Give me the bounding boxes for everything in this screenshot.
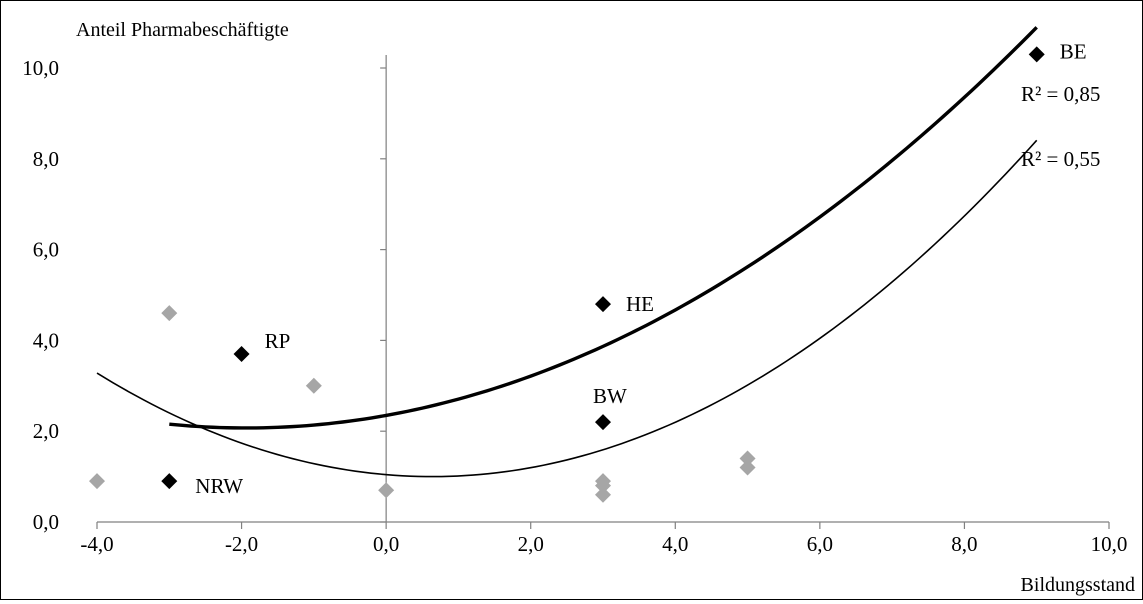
x-tick-label: 2,0 <box>518 532 544 556</box>
point-label-rp: RP <box>265 329 291 353</box>
axes: -4,0 -2,0 0,0 2,0 4,0 6,0 8,0 10,0 0,0 2,0 4,0 6,0 8… <box>22 55 1127 556</box>
data-point-rp <box>233 346 250 363</box>
data-point <box>305 377 322 394</box>
data-point-bw <box>595 414 611 431</box>
x-tick-label: 8,0 <box>951 532 977 556</box>
data-point <box>595 477 611 494</box>
trendline-label-r2-085: R² = 0,85 <box>1021 82 1100 106</box>
point-label-nrw: NRW <box>195 474 243 498</box>
data-point <box>739 459 756 476</box>
data-point <box>378 482 395 499</box>
x-tick-label: -4,0 <box>80 532 113 556</box>
trendlines <box>96 26 1038 478</box>
y-tick-label: 6,0 <box>33 238 59 262</box>
data-point <box>161 305 178 322</box>
y-tick-label: 10,0 <box>22 56 59 80</box>
y-axis-title: Anteil Pharmabeschäftigte <box>76 19 289 41</box>
y-tick-label: 2,0 <box>33 419 59 443</box>
data-point <box>595 486 611 503</box>
point-label-bw: BW <box>593 384 627 408</box>
trendline-thin <box>96 139 1038 478</box>
data-point-he <box>595 296 611 313</box>
data-point <box>739 450 756 467</box>
trendline-label-r2-055: R² = 0,55 <box>1021 147 1100 171</box>
x-tick-label: 0,0 <box>373 532 399 556</box>
data-point-be <box>1028 46 1045 63</box>
data-point <box>89 473 105 490</box>
y-tick-label: 4,0 <box>33 328 59 352</box>
trendline-thick <box>169 26 1038 430</box>
x-tick-label: 4,0 <box>662 532 688 556</box>
y-tick-label: 8,0 <box>33 147 59 171</box>
x-tick-label: 6,0 <box>807 532 833 556</box>
y-tick-label: 0,0 <box>33 510 59 534</box>
data-point-nrw <box>161 473 178 490</box>
x-axis-title: Bildungsstand <box>1021 574 1135 596</box>
data-points: BE HE RP BW NRW <box>89 39 1087 503</box>
x-tick-label: 10,0 <box>1091 532 1128 556</box>
point-label-be: BE <box>1060 39 1087 63</box>
x-tick-label: -2,0 <box>225 532 258 556</box>
point-label-he: HE <box>626 292 654 316</box>
